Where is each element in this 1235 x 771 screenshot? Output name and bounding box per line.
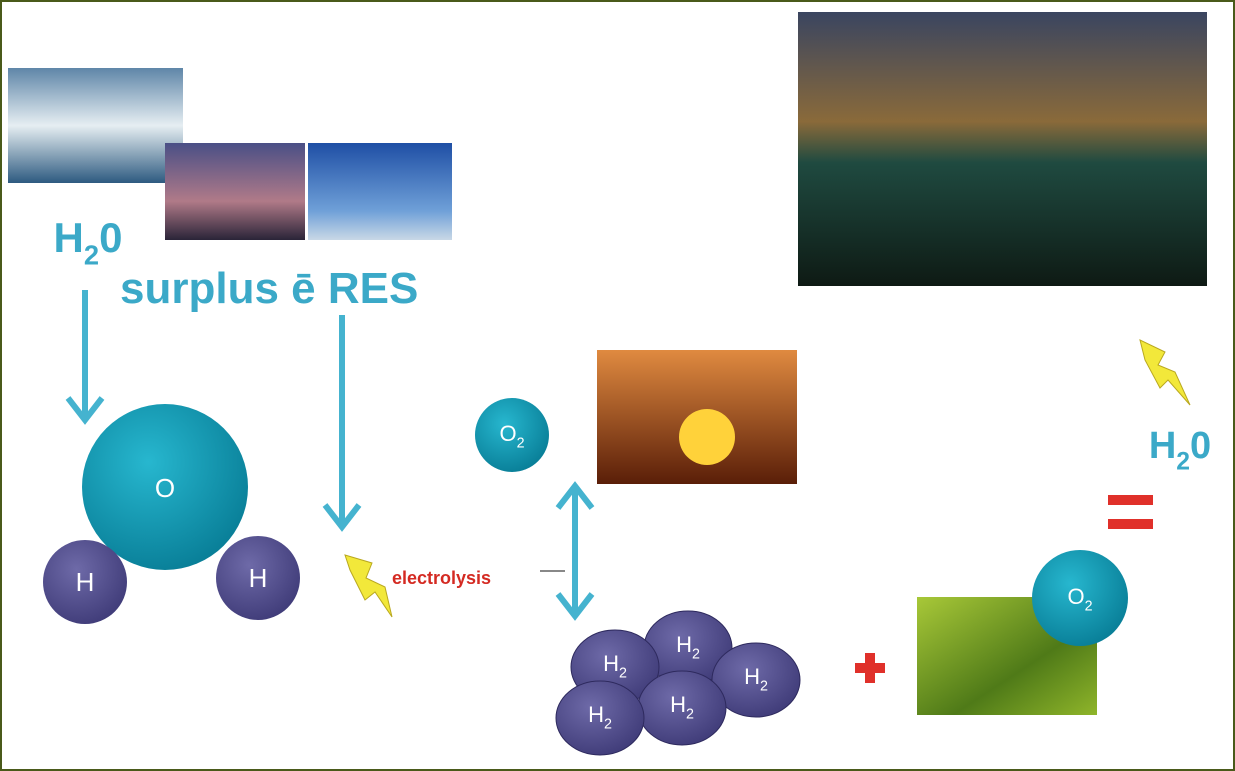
- tail-text: 0: [99, 214, 122, 261]
- wave-photo: [8, 68, 183, 183]
- main-text: H: [744, 664, 760, 689]
- subscript: 2: [517, 436, 525, 452]
- slide: H20surplus ē RESH20electrolysisOHHO2O2H2…: [0, 0, 1235, 771]
- main-text: O: [1067, 584, 1084, 609]
- main-text: H: [54, 214, 84, 261]
- subscript: 2: [604, 717, 612, 733]
- sun: [679, 409, 735, 465]
- subscript: 2: [1176, 448, 1190, 475]
- main-text: H: [676, 632, 692, 657]
- electrolysis-label: electrolysis: [392, 568, 491, 588]
- subscript: 2: [84, 240, 99, 271]
- main-text: H: [588, 702, 604, 727]
- main-text: H: [1149, 425, 1176, 467]
- subscript: 2: [692, 647, 700, 663]
- main-text: H: [603, 651, 619, 676]
- main-text: O: [499, 421, 516, 446]
- atom-label: H: [76, 567, 95, 597]
- subscript: 2: [619, 666, 627, 682]
- subscript: 2: [760, 679, 768, 695]
- dishes-photo: [308, 143, 452, 240]
- atom-label: H: [249, 563, 268, 593]
- windmill-photo: [165, 143, 305, 240]
- subscript: 2: [1085, 599, 1093, 615]
- subscript: 2: [686, 707, 694, 723]
- main-text: H: [670, 692, 686, 717]
- city-photo: [798, 12, 1207, 286]
- surplus-label: surplus ē RES: [120, 264, 418, 313]
- atom-label: O: [155, 473, 175, 503]
- tail-text: 0: [1190, 425, 1211, 467]
